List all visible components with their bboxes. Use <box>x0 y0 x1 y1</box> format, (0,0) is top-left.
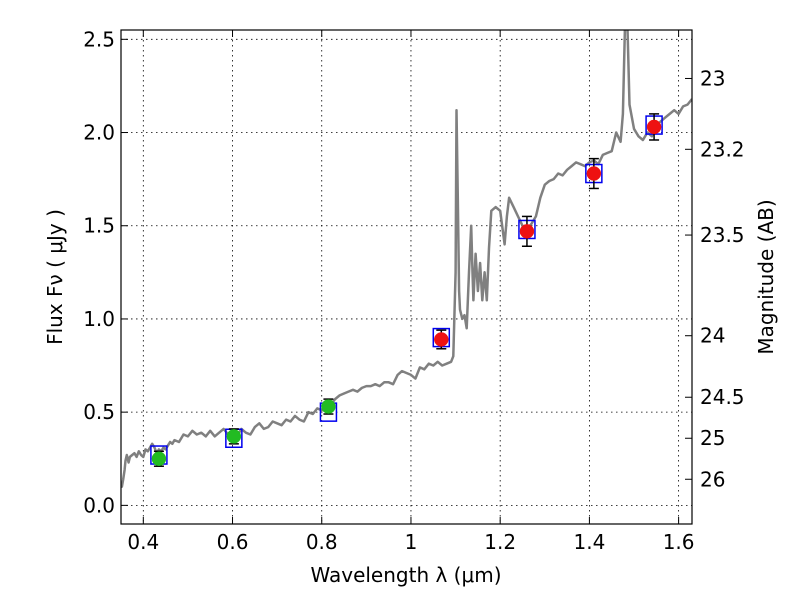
nir-data-point <box>519 224 535 239</box>
mag-tick-label: 26 <box>700 467 725 491</box>
x-tick-label: 0.8 <box>306 530 338 554</box>
nir-data-point <box>586 166 602 181</box>
mag-tick-label: 25 <box>700 426 725 450</box>
mag-tick-label: 23.5 <box>700 223 745 247</box>
y-tick-label: 1.0 <box>83 307 115 331</box>
optical-data-point <box>226 429 242 444</box>
x-tick-label: 0.4 <box>127 530 159 554</box>
mag-tick-label: 23 <box>700 66 725 90</box>
spectrum-line <box>121 30 692 488</box>
y-tick-label: 2.5 <box>83 27 115 51</box>
plot-frame <box>120 29 693 525</box>
y-axis-right-label: Magnitude (AB) <box>754 199 778 354</box>
nir-data-point <box>646 119 662 135</box>
x-tick-label: 1.6 <box>663 530 695 554</box>
y-tick-label: 1.5 <box>83 214 115 238</box>
ticks: 0.4 0.6 0.8 1 1.2 1.4 1.6 0.0 0.5 1.0 1.5 2.0 2.5 23 2… <box>83 27 744 554</box>
x-tick-label: 1.4 <box>573 530 605 554</box>
y-tick-label: 0.0 <box>83 493 115 517</box>
optical-data-point <box>321 399 336 414</box>
x-axis-label: Wavelength λ (μm) <box>310 563 501 587</box>
y-tick-label: 2.0 <box>83 121 115 145</box>
x-tick-label: 1.2 <box>484 530 516 554</box>
grid <box>121 30 692 524</box>
nir-data-point <box>434 332 449 347</box>
mag-tick-label: 24 <box>700 324 725 348</box>
mag-tick-label: 23.2 <box>700 137 745 161</box>
spectrum-layer <box>121 30 692 488</box>
mag-tick-label: 24.5 <box>700 385 745 409</box>
x-tick-label: 1 <box>405 530 418 554</box>
points-layer <box>150 113 663 467</box>
optical-data-point <box>151 451 167 467</box>
y-axis-label: Flux Fν ( μJy ) <box>43 209 67 345</box>
x-tick-label: 0.6 <box>217 530 249 554</box>
y-tick-label: 0.5 <box>83 400 115 424</box>
